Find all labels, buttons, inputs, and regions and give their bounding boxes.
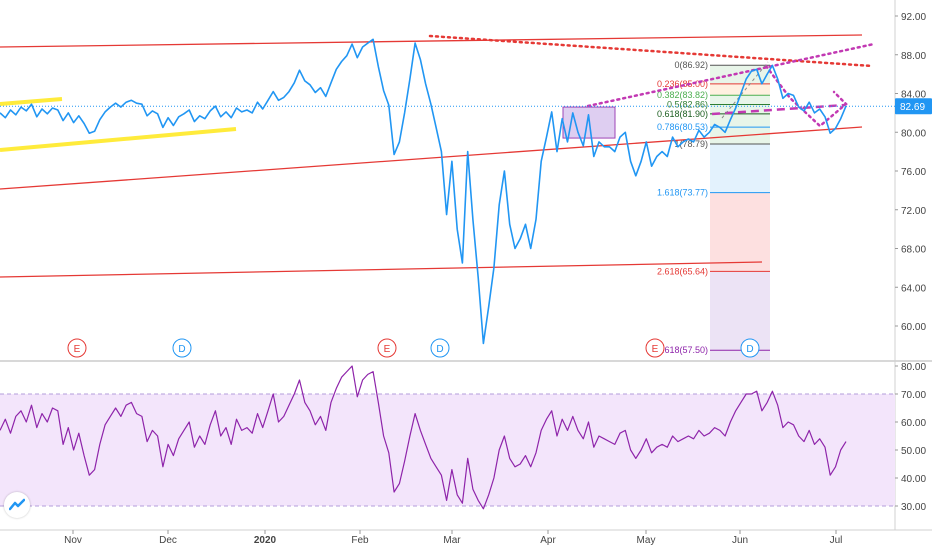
fib-level-label: 0.5(82.86) <box>667 100 708 110</box>
event-marker-label: E <box>74 344 81 355</box>
rsi-series-line <box>0 365 847 510</box>
rsi-axis-label: 40.00 <box>901 474 926 485</box>
fib-anchor-line <box>721 61 769 119</box>
projection-path <box>764 64 848 128</box>
event-marker-label: D <box>746 344 753 355</box>
fib-zone-3618 <box>710 271 770 360</box>
price-axis-label: 80.00 <box>901 128 926 139</box>
trend-line-middle <box>0 126 863 190</box>
rsi-axis-label: 50.00 <box>901 446 926 457</box>
dividend-event-marker: D <box>740 338 760 358</box>
fib-zone-2618 <box>710 192 770 272</box>
time-axis-label: 2020 <box>254 535 277 546</box>
rsi-axis-label: 30.00 <box>901 502 926 513</box>
price-axis-label: 88.00 <box>901 51 926 62</box>
price-axis-label: 68.00 <box>901 245 926 256</box>
price-axis-label: 92.00 <box>901 12 926 23</box>
time-axis-label: Mar <box>443 535 461 546</box>
fib-level-label: 1.618(73.77) <box>657 188 708 198</box>
fib-level-label: 2.618(65.64) <box>657 266 708 276</box>
event-marker-label: D <box>436 344 443 355</box>
highlight-line-top <box>0 97 63 106</box>
fib-level-label: 0.618(81.90) <box>657 109 708 119</box>
highlight-line-bottom <box>0 127 237 152</box>
fib-level-label: 0(86.92) <box>674 60 708 70</box>
rsi-axis-label: 60.00 <box>901 418 926 429</box>
fib-level-label: 0.786(80.53) <box>657 122 708 132</box>
price-series-line <box>0 38 847 345</box>
projection-dotted <box>586 42 876 108</box>
time-axis-label: Jul <box>830 535 843 546</box>
rsi-band <box>0 394 895 506</box>
dividend-event-marker: D <box>430 338 450 358</box>
rsi-axis-label: 70.00 <box>901 390 926 401</box>
fib-level-label: 1(78.79) <box>674 139 708 149</box>
time-axis-label: Jun <box>732 535 748 546</box>
trend-line-upper <box>0 34 863 48</box>
fib-zone-1618 <box>710 143 770 193</box>
current-price-badge <box>895 98 932 115</box>
event-marker-label: D <box>178 344 185 355</box>
current-price-label: 82.69 <box>900 102 925 113</box>
event-marker-label: E <box>652 344 659 355</box>
time-axis-label: Feb <box>351 535 369 546</box>
time-axis-label: Nov <box>64 535 82 546</box>
earnings-event-marker: E <box>67 338 87 358</box>
fib-level-label: 3.618(57.50) <box>657 345 708 355</box>
fib-zone-0236 <box>710 83 770 96</box>
event-marker-circle <box>172 338 192 358</box>
dividend-event-marker: D <box>172 338 192 358</box>
event-marker-circle <box>645 338 665 358</box>
earnings-event-marker: E <box>645 338 665 358</box>
trend-line-lower <box>0 261 763 278</box>
fib-level-label: 0.382(83.82) <box>657 90 708 100</box>
tradingview-logo-icon[interactable] <box>4 492 30 518</box>
event-marker-circle <box>430 338 450 358</box>
fib-level-label: 0.236(85.00) <box>657 79 708 89</box>
price-axis-label: 72.00 <box>901 206 926 217</box>
event-marker-circle <box>377 338 397 358</box>
rsi-axis-label: 80.00 <box>901 362 926 373</box>
event-marker-circle <box>67 338 87 358</box>
time-axis-label: Apr <box>540 535 556 546</box>
price-axis-label: 84.00 <box>901 90 926 101</box>
price-axis-label: 64.00 <box>901 283 926 294</box>
price-axis-label: 76.00 <box>901 167 926 178</box>
time-axis-label: May <box>637 535 656 546</box>
time-axis-label: Dec <box>159 535 177 546</box>
event-marker-circle <box>740 338 760 358</box>
price-axis-label: 60.00 <box>901 322 926 333</box>
event-marker-label: E <box>384 344 391 355</box>
earnings-event-marker: E <box>377 338 397 358</box>
